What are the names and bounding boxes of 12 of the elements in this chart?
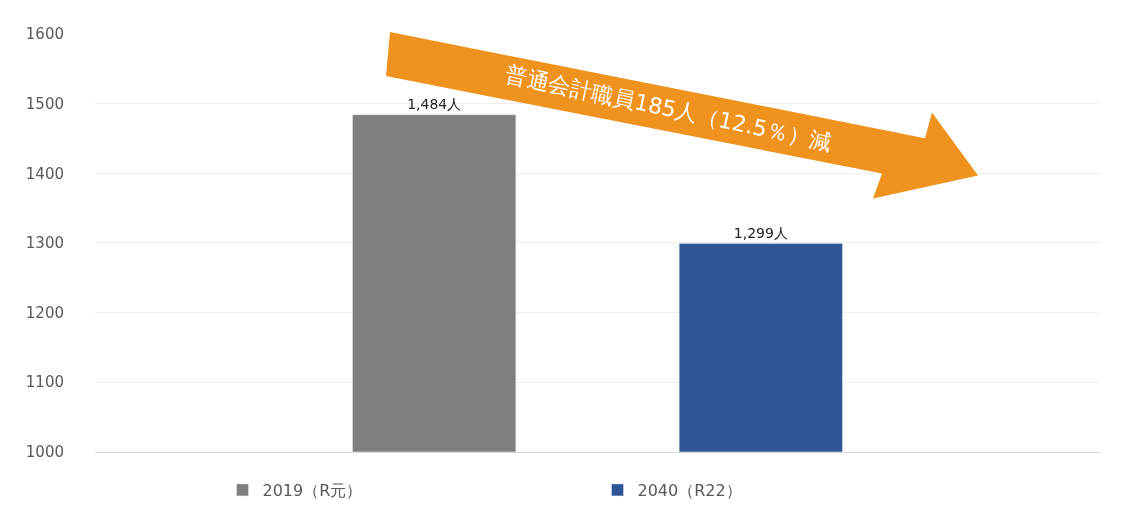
legend-label: 2019（R元）: [262, 481, 363, 501]
y-tick-label: 1000: [25, 443, 64, 461]
data-label: 1,299人: [733, 224, 788, 241]
y-tick-label: 1200: [25, 303, 64, 322]
legend-label: 2040（R22）: [637, 481, 742, 501]
y-tick-label: 1400: [25, 164, 64, 183]
y-tick-label: 1500: [25, 94, 64, 113]
y-tick-label: 1100: [25, 373, 64, 392]
y-tick-label: 1300: [25, 234, 64, 253]
annotation: 普通会計職員185人（12.5％）減: [503, 61, 834, 156]
y-tick-label: 1600: [25, 25, 64, 44]
data-label: 1,484人: [407, 95, 462, 112]
